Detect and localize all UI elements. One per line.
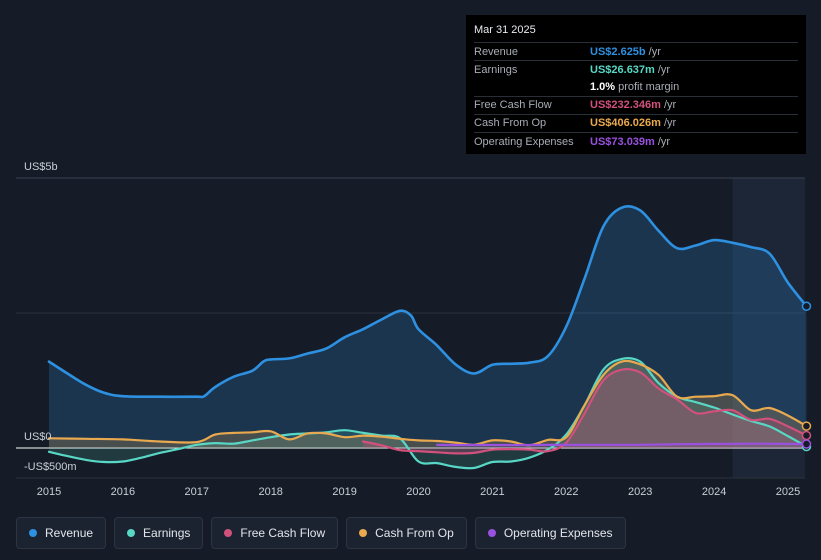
chart-legend: Revenue Earnings Free Cash Flow Cash Fro… <box>16 517 626 549</box>
legend-dot-icon <box>359 529 368 537</box>
area-revenue <box>49 206 807 448</box>
tooltip-row-revenue: Revenue US$2.625b /yr <box>474 42 798 60</box>
legend-label: Operating Expenses <box>503 526 613 540</box>
x-tick-label-2019: 2019 <box>332 486 356 498</box>
y-tick-label-top: US$5b <box>24 161 58 173</box>
tooltip-date: Mar 31 2025 <box>474 24 536 36</box>
tooltip-value: 1.0% <box>590 80 616 93</box>
tooltip-row-profit-margin: 1.0% profit margin <box>474 78 798 95</box>
legend-label: Revenue <box>45 526 94 540</box>
tooltip-unit: /yr <box>663 99 677 112</box>
tooltip-unit: /yr <box>663 117 677 130</box>
legend-item-earnings[interactable]: Earnings <box>114 517 204 549</box>
legend-dot-icon <box>29 529 37 537</box>
legend-label: Cash From Op <box>375 526 454 540</box>
legend-item-revenue[interactable]: Revenue <box>16 517 107 549</box>
area-earnings <box>49 358 807 469</box>
tooltip-row-operating-expenses: Operating Expenses US$73.039m /yr <box>474 131 798 150</box>
tooltip-row-cash-from-op: Cash From Op US$406.026m /yr <box>474 113 798 132</box>
endpoint-free-cash-flow <box>801 430 812 441</box>
y-tick-label-zero: US$0 <box>24 431 52 443</box>
tooltip-unit: /yr <box>648 45 661 58</box>
tooltip-label: Cash From Op <box>474 117 547 130</box>
x-tick-label-2017: 2017 <box>185 486 209 498</box>
tooltip-unit: profit margin <box>618 80 680 93</box>
tooltip-unit: /yr <box>657 135 671 148</box>
line-revenue <box>47 205 808 399</box>
endpoint-revenue <box>801 301 812 311</box>
series-lines <box>47 205 808 470</box>
legend-dot-icon <box>487 529 496 537</box>
y-tick-label-bottom: -US$500m <box>24 461 77 473</box>
tooltip-value: US$406.026m <box>590 117 661 130</box>
legend-dot-icon <box>224 529 233 537</box>
data-tooltip: Mar 31 2025 Revenue US$2.625b /yr Earnin… <box>466 15 806 154</box>
tooltip-row-free-cash-flow: Free Cash Flow US$232.346m /yr <box>474 95 798 114</box>
x-tick-label-2022: 2022 <box>554 486 578 498</box>
x-tick-label-2024: 2024 <box>702 486 726 498</box>
x-tick-label-2016: 2016 <box>111 486 135 498</box>
x-tick-label-2015: 2015 <box>37 486 61 498</box>
legend-label: Earnings <box>143 526 191 540</box>
area-free-cash-flow <box>363 369 807 454</box>
tooltip-value: US$2.625b <box>590 45 646 58</box>
tooltip-row-earnings: Earnings US$26.637m /yr <box>474 60 798 78</box>
x-axis-ticks: 2015 2016 2017 2018 2019 2020 2021 2022 2023 2024… <box>37 486 800 498</box>
area-cash-from-op <box>49 360 807 448</box>
x-tick-label-2018: 2018 <box>258 486 282 498</box>
line-operating-expenses <box>435 442 808 447</box>
endpoint-operating-expenses <box>801 439 812 449</box>
legend-item-operating-expenses[interactable]: Operating Expenses <box>474 517 626 549</box>
tooltip-value: US$232.346m <box>590 99 661 112</box>
x-tick-label-2020: 2020 <box>406 486 430 498</box>
x-tick-label-2021: 2021 <box>480 486 504 498</box>
endpoint-cash-from-op <box>801 421 812 431</box>
tooltip-label: Earnings <box>474 63 518 76</box>
tooltip-value: US$26.637m <box>590 63 655 76</box>
series-endpoints <box>801 301 812 452</box>
tooltip-label: Revenue <box>474 45 519 58</box>
x-tick-label-2023: 2023 <box>628 486 652 498</box>
legend-dot-icon <box>127 529 136 537</box>
tooltip-label: Free Cash Flow <box>474 99 552 112</box>
tooltip-value: US$73.039m <box>590 135 655 148</box>
legend-item-cash-from-op[interactable]: Cash From Op <box>346 517 467 549</box>
legend-label: Free Cash Flow <box>240 526 326 540</box>
line-free-cash-flow <box>362 367 808 455</box>
chart-area: US$5b US$0 -US$500m 2015 2016 2017 2018 2019… <box>16 161 812 498</box>
tooltip-label: Operating Expenses <box>474 135 574 148</box>
tooltip-unit: /yr <box>657 63 671 76</box>
x-tick-label-2025: 2025 <box>776 486 800 498</box>
legend-item-free-cash-flow[interactable]: Free Cash Flow <box>211 517 339 549</box>
